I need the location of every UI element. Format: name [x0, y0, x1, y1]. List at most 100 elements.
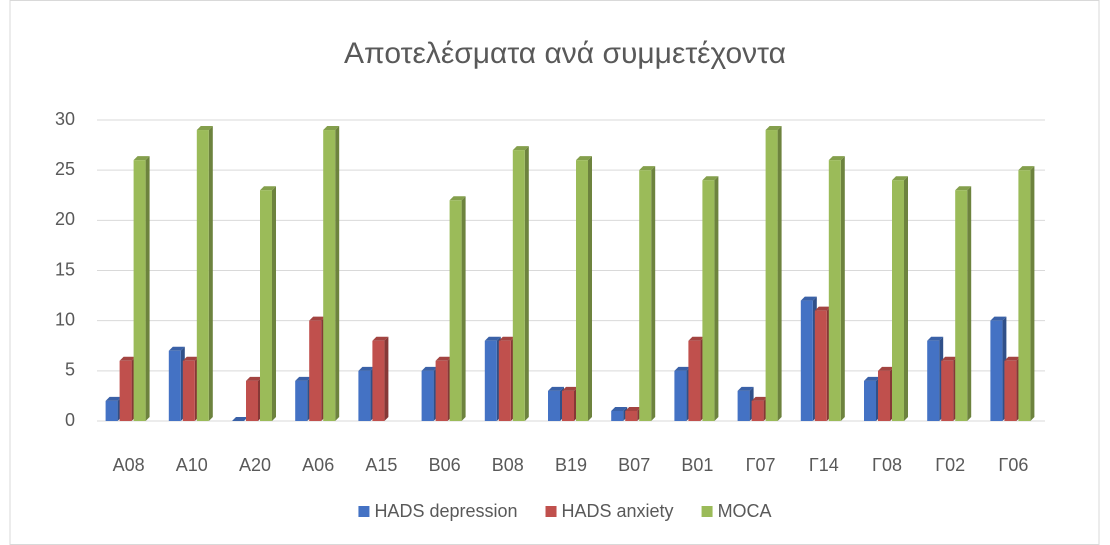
bar-front: [168, 350, 181, 421]
bar-front: [955, 190, 968, 421]
bar: [1004, 356, 1021, 421]
bar-front: [814, 310, 827, 421]
bar: [892, 176, 908, 421]
x-tick-label: Β08: [492, 455, 524, 475]
bar: [674, 366, 691, 421]
y-tick-label: 0: [65, 410, 75, 430]
bar: [246, 376, 262, 421]
bar-front: [892, 180, 904, 421]
chart-border: [9, 0, 1100, 545]
x-tick-label: Γ07: [746, 455, 776, 475]
chart-title: Αποτελέσματα ανά συμμετέχοντα: [344, 37, 786, 70]
bar-top: [800, 296, 817, 301]
bar-top: [119, 356, 136, 361]
bar-top: [990, 316, 1007, 321]
legend-swatch: [545, 506, 557, 517]
bar: [105, 396, 122, 421]
bar-top: [1004, 356, 1021, 361]
bar: [765, 126, 782, 422]
bar: [800, 296, 817, 421]
legend-swatch: [358, 506, 370, 517]
bar-top: [576, 156, 592, 161]
bar: [196, 126, 213, 422]
bar-top: [955, 186, 972, 191]
y-tick-label: 20: [55, 209, 75, 229]
bar-top: [309, 316, 326, 321]
bar-top: [765, 126, 782, 131]
bar-side: [272, 186, 276, 421]
bar-side: [904, 176, 908, 421]
x-tick-label: Α20: [239, 455, 271, 475]
bar: [702, 176, 719, 421]
bar-top: [927, 336, 944, 341]
bar: [548, 386, 564, 421]
bar-front: [498, 340, 511, 421]
bar-top: [105, 396, 122, 401]
bar-front: [828, 160, 841, 421]
bar-front: [990, 320, 1003, 421]
bar: [562, 386, 578, 421]
bar-front: [484, 340, 497, 421]
bar-side: [777, 126, 782, 422]
bar-side: [1030, 166, 1035, 421]
bar-top: [562, 386, 578, 391]
bar-top: [751, 396, 768, 401]
x-tick-label: Α06: [302, 455, 334, 475]
bar: [625, 406, 642, 421]
bar-front: [765, 130, 778, 422]
bar-front: [800, 300, 813, 421]
bar-front: [372, 340, 385, 421]
bar: [421, 366, 438, 421]
bar-top: [246, 376, 262, 381]
bar-top: [737, 386, 754, 391]
bar-top: [449, 196, 466, 201]
y-tick-label: 10: [55, 309, 75, 329]
bar-side: [384, 336, 389, 421]
bar-top: [639, 166, 656, 171]
bar: [133, 156, 150, 421]
x-tick-label: Γ08: [872, 455, 902, 475]
bar-top: [548, 386, 564, 391]
bar-front: [196, 130, 209, 422]
bar-front: [639, 170, 652, 421]
bar-side: [208, 126, 213, 422]
bar-front: [576, 160, 588, 421]
bar-top: [232, 417, 248, 421]
bar-front: [1004, 360, 1017, 421]
bar-top: [484, 336, 501, 341]
x-tick-label: Α15: [365, 455, 397, 475]
bar-front: [864, 380, 876, 421]
x-tick-label: Γ14: [809, 455, 839, 475]
bar-side: [145, 156, 150, 421]
bar-top: [182, 356, 199, 361]
bar: [309, 316, 326, 421]
bar: [232, 417, 248, 421]
bar-top: [814, 306, 831, 311]
bar-side: [335, 126, 340, 422]
bar-front: [751, 400, 764, 421]
bar: [878, 366, 894, 421]
x-tick-label: Β06: [429, 455, 461, 475]
bar: [828, 156, 845, 421]
bar-top: [864, 376, 880, 381]
bar-top: [688, 336, 705, 341]
x-tick-label: Γ02: [935, 455, 965, 475]
bar-front: [358, 370, 371, 421]
bar: [168, 346, 185, 421]
y-tick-label: 5: [65, 360, 75, 380]
y-tick-label: 25: [55, 159, 75, 179]
bar-top: [372, 336, 389, 341]
bar-top: [133, 156, 150, 161]
bar-front: [737, 390, 750, 421]
bar: [639, 166, 656, 421]
bar: [576, 156, 592, 421]
bar-top: [260, 186, 276, 191]
bar: [927, 336, 944, 421]
legend-label: HADS anxiety: [562, 501, 674, 521]
bar-top: [435, 356, 452, 361]
bar-front: [611, 410, 624, 421]
bar-side: [967, 186, 972, 421]
bar-top: [323, 126, 340, 131]
bar: [737, 386, 754, 421]
